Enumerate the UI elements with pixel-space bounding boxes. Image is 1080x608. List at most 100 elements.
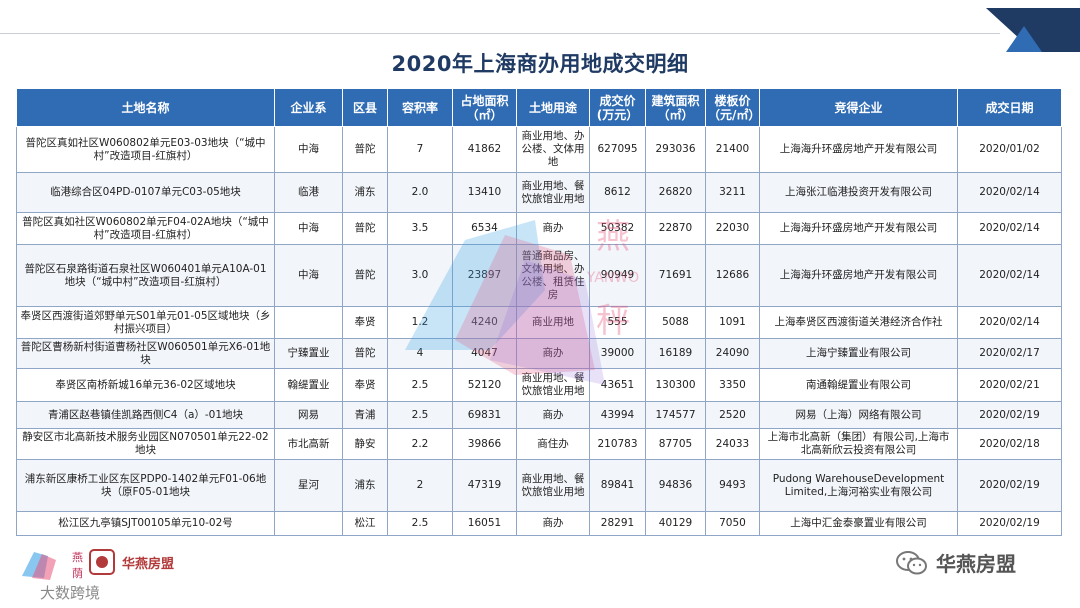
cell-group: 网易 [274, 401, 343, 429]
cell-unit: 24033 [705, 428, 760, 460]
col-header-use: 土地用途 [516, 88, 590, 127]
cell-date: 2020/02/14 [957, 306, 1062, 339]
cell-far: 2.5 [387, 511, 453, 536]
cell-buyer: 南通翰缇置业有限公司 [759, 368, 958, 402]
cell-group: 中海 [274, 126, 343, 173]
col-header-price: 成交价 (万元） [589, 88, 646, 127]
cell-price: 8612 [589, 172, 646, 213]
cell-date: 2020/02/14 [957, 212, 1062, 245]
cell-floor: 174577 [645, 401, 706, 429]
cell-price: 28291 [589, 511, 646, 536]
header-rule [0, 33, 1000, 34]
page-title: 2020年上海商办用地成交明细 [391, 52, 689, 76]
cell-use: 商办 [516, 338, 590, 369]
col-header-unit: 楼板价 （元/㎡） [705, 88, 760, 127]
table-row: 静安区市北高新技术服务业园区N070501单元22-02地块 市北高新 静安 2… [16, 428, 1062, 460]
cell-unit: 12686 [705, 244, 760, 307]
cell-district: 松江 [342, 511, 388, 536]
cell-district: 浦东 [342, 172, 388, 213]
cell-price: 50382 [589, 212, 646, 245]
cell-far: 7 [387, 126, 453, 173]
cell-name: 青浦区赵巷镇佳凯路西侧C4（a）-01地块 [16, 401, 275, 429]
cell-buyer: Pudong WarehouseDevelopment Limited,上海河裕… [759, 459, 958, 512]
cell-district: 青浦 [342, 401, 388, 429]
cell-group: 宁臻置业 [274, 338, 343, 369]
cell-date: 2020/02/14 [957, 172, 1062, 213]
col-header-price-l2: (万元） [596, 107, 639, 122]
cell-name: 浦东新区康桥工业区东区PDP0-1402单元F01-06地块（原F05-01地块 [16, 459, 275, 512]
table-row: 青浦区赵巷镇佳凯路西侧C4（a）-01地块 网易 青浦 2.5 69831 商办… [16, 401, 1062, 429]
cell-area: 41862 [452, 126, 517, 173]
cell-floor: 5088 [645, 306, 706, 339]
col-header-unit-l1: 楼板价 [714, 93, 751, 108]
cell-unit: 3211 [705, 172, 760, 213]
cell-buyer: 上海市北高新（集团）有限公司,上海市北高新欣云投资有限公司 [759, 428, 958, 460]
cell-far: 1.2 [387, 306, 453, 339]
cell-group [274, 511, 343, 536]
col-header-far: 容积率 [387, 88, 453, 127]
cell-area: 4240 [452, 306, 517, 339]
cell-buyer: 上海海升环盛房地产开发有限公司 [759, 244, 958, 307]
cell-area: 52120 [452, 368, 517, 402]
watermark-text: 大数跨境 [40, 584, 101, 602]
cell-name: 普陀区真如社区W060802单元E03-03地块（“城中村”改造项目-红旗村） [16, 126, 275, 173]
cell-date: 2020/02/18 [957, 428, 1062, 460]
cell-area: 6534 [452, 212, 517, 245]
table-row: 普陀区真如社区W060802单元F04-02A地块（“城中村”改造项目-红旗村）… [16, 212, 1062, 245]
col-header-group: 企业系 [274, 88, 343, 127]
cell-date: 2020/02/17 [957, 338, 1062, 369]
cell-use: 商住办 [516, 428, 590, 460]
cell-group: 翰缇置业 [274, 368, 343, 402]
cell-far: 2.2 [387, 428, 453, 460]
cell-far: 3.0 [387, 244, 453, 307]
cell-unit: 21400 [705, 126, 760, 173]
col-header-price-l1: 成交价 [599, 93, 636, 108]
cell-group: 中海 [274, 212, 343, 245]
cell-buyer: 上海中汇金泰豪置业有限公司 [759, 511, 958, 536]
cell-use: 商业用地、餐饮旅馆业用地 [516, 459, 590, 512]
table-row: 浦东新区康桥工业区东区PDP0-1402单元F01-06地块（原F05-01地块… [16, 459, 1062, 512]
col-header-floor-l2: （㎡） [657, 107, 694, 122]
cell-unit: 7050 [705, 511, 760, 536]
cell-far: 2.0 [387, 172, 453, 213]
brand-logos: 燕 荫 [20, 546, 120, 586]
logo-char-1: 燕 [72, 551, 83, 564]
cell-date: 2020/02/19 [957, 511, 1062, 536]
table-row: 普陀区真如社区W060802单元E03-03地块（“城中村”改造项目-红旗村） … [16, 126, 1062, 173]
table-header-row: 土地名称 企业系 区县 容积率 占地面积 （㎡） 土地用途 成交价 (万元） 建筑面… [16, 88, 1062, 127]
cell-floor: 16189 [645, 338, 706, 369]
cell-name: 奉贤区南桥新城16单元36-02区域地块 [16, 368, 275, 402]
cell-price: 43651 [589, 368, 646, 402]
cell-far: 3.5 [387, 212, 453, 245]
cell-floor: 293036 [645, 126, 706, 173]
cell-name: 普陀区真如社区W060802单元F04-02A地块（“城中村”改造项目-红旗村） [16, 212, 275, 245]
cell-district: 奉贤 [342, 306, 388, 339]
cell-name: 普陀区石泉路街道石泉社区W060401单元A10A-01地块（“城中村”改造项目… [16, 244, 275, 307]
cell-price: 39000 [589, 338, 646, 369]
cell-floor: 26820 [645, 172, 706, 213]
cell-district: 普陀 [342, 338, 388, 369]
wechat-account-name: 华燕房盟 [936, 552, 1016, 576]
cell-district: 普陀 [342, 244, 388, 307]
cell-name: 临港综合区04PD-0107单元C03-05地块 [16, 172, 275, 213]
table-row: 临港综合区04PD-0107单元C03-05地块 临港 浦东 2.0 13410… [16, 172, 1062, 213]
cell-area: 16051 [452, 511, 517, 536]
cell-price: 43994 [589, 401, 646, 429]
brand-logo-icon: 燕 荫 [22, 549, 115, 580]
cell-far: 2.5 [387, 368, 453, 402]
col-header-floor-l1: 建筑面积 [651, 93, 700, 108]
cell-buyer: 上海宁臻置业有限公司 [759, 338, 958, 369]
cell-district: 静安 [342, 428, 388, 460]
cell-buyer: 上海张江临港投资开发有限公司 [759, 172, 958, 213]
cell-buyer: 上海海升环盛房地产开发有限公司 [759, 212, 958, 245]
table-row: 普陀区曹杨新村街道曹杨社区W060501单元X6-01地块 宁臻置业 普陀 4 … [16, 338, 1062, 369]
cell-group: 市北高新 [274, 428, 343, 460]
cell-far: 2 [387, 459, 453, 512]
cell-area: 69831 [452, 401, 517, 429]
cell-floor: 40129 [645, 511, 706, 536]
cell-buyer: 网易（上海）网络有限公司 [759, 401, 958, 429]
cell-price: 555 [589, 306, 646, 339]
col-header-district: 区县 [342, 88, 388, 127]
cell-date: 2020/02/19 [957, 459, 1062, 512]
cell-district: 普陀 [342, 126, 388, 173]
